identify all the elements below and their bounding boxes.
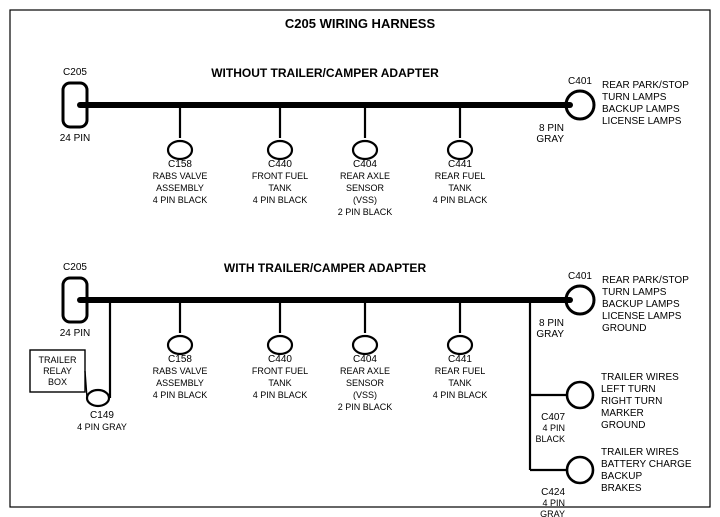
tap-desc: ASSEMBLY — [156, 183, 204, 193]
connector-id: C407 — [541, 412, 565, 423]
connector-id: C424 — [541, 487, 565, 498]
connector-id: C401 — [568, 271, 592, 282]
tap-id: C158 — [168, 354, 192, 365]
box-label: BOX — [48, 377, 67, 387]
tap-id: C158 — [168, 159, 192, 170]
connector-desc: TURN LAMPS — [602, 287, 667, 298]
tap-desc: RABS VALVE — [153, 366, 208, 376]
connector-desc: BACKUP LAMPS — [602, 299, 680, 310]
section-subtitle: WITH TRAILER/CAMPER ADAPTER — [224, 261, 427, 275]
connector-desc: TRAILER WIRES — [601, 447, 679, 458]
connector-pin: GRAY — [540, 509, 565, 517]
tap-connector — [168, 141, 192, 159]
tap-desc: 4 PIN BLACK — [253, 390, 308, 400]
tap-desc: REAR AXLE — [340, 171, 390, 181]
connector-desc: BACKUP LAMPS — [602, 104, 680, 115]
section-subtitle: WITHOUT TRAILER/CAMPER ADAPTER — [211, 66, 439, 80]
tap-desc: RABS VALVE — [153, 171, 208, 181]
tap-connector — [268, 141, 292, 159]
tap-desc: TANK — [448, 183, 471, 193]
tap-connector — [448, 141, 472, 159]
tap-desc: TANK — [448, 378, 471, 388]
box-label: TRAILER — [38, 355, 77, 365]
tap-desc: SENSOR — [346, 378, 385, 388]
branch-connector — [567, 457, 593, 483]
tap-id: C404 — [353, 159, 377, 170]
tap-connector — [268, 336, 292, 354]
tap-desc: (VSS) — [353, 390, 377, 400]
connector-desc: LICENSE LAMPS — [602, 311, 682, 322]
connector-desc: BACKUP — [601, 471, 642, 482]
box-label: RELAY — [43, 366, 72, 376]
connector-id: C401 — [568, 76, 592, 87]
connector-pin: GRAY — [536, 134, 564, 145]
connector-pin: GRAY — [536, 329, 564, 340]
tap-id: C440 — [268, 159, 292, 170]
connector-desc: BRAKES — [601, 483, 642, 494]
connector-desc: BATTERY CHARGE — [601, 459, 692, 470]
diagram-title: C205 WIRING HARNESS — [285, 16, 436, 31]
connector-desc: LEFT TURN — [601, 384, 656, 395]
connector-desc: TRAILER WIRES — [601, 372, 679, 383]
connector-desc: REAR PARK/STOP — [602, 275, 689, 286]
connector-desc: TURN LAMPS — [602, 92, 667, 103]
tap-desc: 4 PIN BLACK — [153, 195, 208, 205]
tap-desc: 4 PIN BLACK — [153, 390, 208, 400]
connector-id: C205 — [63, 67, 87, 78]
connector-pin: 24 PIN — [60, 328, 91, 339]
connector-id: C149 — [90, 410, 114, 421]
tap-connector — [168, 336, 192, 354]
tap-desc: FRONT FUEL — [252, 366, 308, 376]
tap-desc: TANK — [268, 183, 291, 193]
tap-desc: SENSOR — [346, 183, 385, 193]
tap-desc: 2 PIN BLACK — [338, 402, 393, 412]
tap-id: C440 — [268, 354, 292, 365]
connector-pin: 8 PIN — [539, 123, 564, 134]
tap-desc: 4 PIN BLACK — [253, 195, 308, 205]
tap-desc: 4 PIN BLACK — [433, 390, 488, 400]
tap-desc: 2 PIN BLACK — [338, 207, 393, 217]
connector-id: C205 — [63, 262, 87, 273]
connector-desc: GROUND — [601, 420, 645, 431]
tap-connector — [448, 336, 472, 354]
connector-pin: 8 PIN — [539, 318, 564, 329]
connector-pin: BLACK — [535, 434, 565, 444]
connector-desc: MARKER — [601, 408, 644, 419]
tap-id: C441 — [448, 354, 472, 365]
tap-id: C441 — [448, 159, 472, 170]
connector-pin: 4 PIN GRAY — [77, 422, 127, 432]
connector-desc: REAR PARK/STOP — [602, 80, 689, 91]
tap-desc: REAR AXLE — [340, 366, 390, 376]
tap-desc: TANK — [268, 378, 291, 388]
tap-desc: 4 PIN BLACK — [433, 195, 488, 205]
connector-pin: 24 PIN — [60, 133, 91, 144]
tap-desc: ASSEMBLY — [156, 378, 204, 388]
branch-connector — [567, 382, 593, 408]
connector-desc: LICENSE LAMPS — [602, 116, 682, 127]
connector-pin: 4 PIN — [542, 423, 565, 433]
tap-id: C404 — [353, 354, 377, 365]
connector-c149 — [87, 390, 109, 406]
connector-desc: RIGHT TURN — [601, 396, 662, 407]
connector-pin: 4 PIN — [542, 498, 565, 508]
tap-connector — [353, 141, 377, 159]
tap-desc: REAR FUEL — [435, 171, 486, 181]
connector-desc: GROUND — [602, 323, 646, 334]
tap-connector — [353, 336, 377, 354]
tap-desc: FRONT FUEL — [252, 171, 308, 181]
tap-desc: (VSS) — [353, 195, 377, 205]
tap-desc: REAR FUEL — [435, 366, 486, 376]
